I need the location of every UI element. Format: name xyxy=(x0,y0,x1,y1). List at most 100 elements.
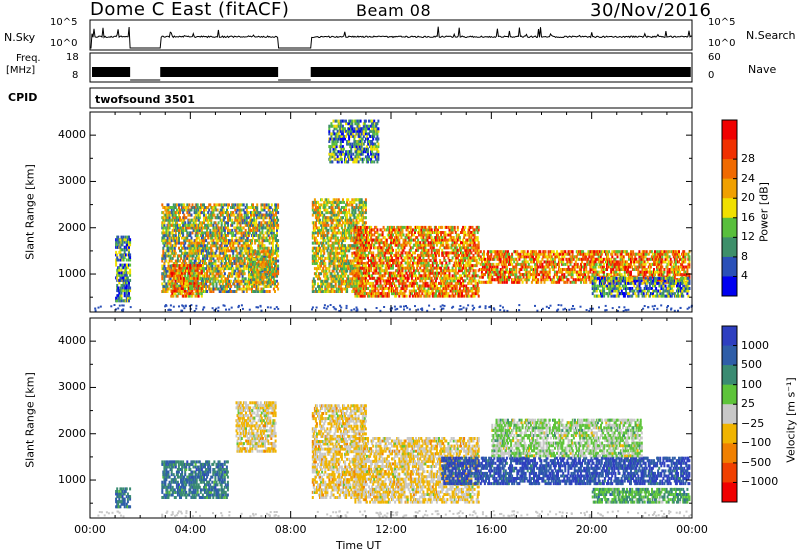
power-cell xyxy=(205,239,208,243)
power-cell xyxy=(311,208,314,212)
power-cell xyxy=(190,281,193,285)
power-cell xyxy=(384,251,387,255)
power-cell xyxy=(183,294,186,298)
power-cell xyxy=(174,239,177,243)
power-cell xyxy=(216,208,219,212)
power-cell xyxy=(236,272,239,276)
power-cell xyxy=(189,226,192,230)
power-cell xyxy=(220,277,223,281)
power-cell xyxy=(351,246,354,250)
power-cell xyxy=(237,259,240,263)
power-cell xyxy=(346,216,349,220)
power-cell xyxy=(197,236,200,240)
power-cell xyxy=(331,221,334,225)
power-cell xyxy=(271,275,273,279)
power-cell xyxy=(328,290,331,293)
power-cell xyxy=(335,290,338,293)
power-cell xyxy=(422,236,425,240)
power-cell xyxy=(212,223,215,227)
power-cell xyxy=(212,231,215,235)
power-cell xyxy=(222,264,225,268)
power-cell xyxy=(327,231,330,235)
power-cell xyxy=(181,284,184,288)
power-cell xyxy=(230,267,233,271)
power-cell xyxy=(255,255,258,259)
power-cell xyxy=(328,211,331,215)
power-cell xyxy=(213,234,216,237)
power-cell xyxy=(330,251,333,255)
power-cell xyxy=(270,223,273,227)
power-cell xyxy=(266,239,269,243)
power-cell xyxy=(252,275,255,279)
power-cell xyxy=(372,281,375,285)
power-cell xyxy=(179,281,182,285)
power-cell xyxy=(118,245,121,249)
power-cell xyxy=(327,223,330,227)
power-cell xyxy=(362,269,365,273)
power-cell xyxy=(167,279,170,283)
power-cell xyxy=(262,218,265,222)
power-cell xyxy=(365,225,368,229)
power-cell xyxy=(239,221,242,225)
power-cell xyxy=(425,248,428,252)
power-cell xyxy=(344,282,347,286)
power-cell xyxy=(223,244,226,248)
power-cell xyxy=(276,239,278,243)
power-cell xyxy=(189,264,192,268)
power-cell xyxy=(340,226,343,230)
power-cell xyxy=(248,280,250,284)
power-cell xyxy=(203,213,205,217)
power-cell xyxy=(198,251,201,255)
power-cell xyxy=(330,236,333,240)
power-cell xyxy=(344,254,347,258)
power-cell xyxy=(315,262,318,265)
power-cell xyxy=(315,218,318,222)
power-cell xyxy=(251,241,253,245)
power-cell xyxy=(188,287,191,290)
power-cell xyxy=(353,284,356,288)
power-cell xyxy=(174,206,177,209)
power-cell xyxy=(166,274,169,278)
power-cell xyxy=(183,269,186,273)
power-cell xyxy=(175,221,178,225)
power-cell xyxy=(181,266,184,270)
power-cell xyxy=(268,228,271,232)
power-cell xyxy=(202,246,204,250)
power-cell xyxy=(194,221,197,225)
power-cell xyxy=(165,287,168,291)
power-cell xyxy=(213,244,216,248)
power-cell xyxy=(325,241,328,245)
power-cell xyxy=(203,282,205,286)
power-cell xyxy=(116,276,119,280)
power-cell xyxy=(330,246,333,250)
power-cell xyxy=(126,266,129,270)
power-cell xyxy=(244,277,247,281)
power-cell xyxy=(244,239,247,243)
power-cell xyxy=(325,218,328,222)
power-cell xyxy=(185,290,188,293)
power-cell xyxy=(124,268,127,272)
power-cell xyxy=(171,231,174,235)
power-cell xyxy=(333,208,336,212)
power-cell xyxy=(240,282,243,286)
power-cell xyxy=(184,246,187,250)
power-cell xyxy=(121,258,124,262)
power-cell xyxy=(227,231,229,235)
power-cell xyxy=(346,213,349,217)
power-cell xyxy=(338,221,341,225)
power-cell xyxy=(248,221,251,225)
power-cell xyxy=(190,279,193,283)
power-cell xyxy=(266,290,269,293)
power-cell xyxy=(340,262,343,265)
power-cell xyxy=(334,246,337,250)
power-cell xyxy=(351,282,354,286)
power-cell xyxy=(267,231,270,235)
power-cell xyxy=(235,274,238,278)
power-cell xyxy=(329,264,332,268)
power-cell xyxy=(338,208,341,212)
power-cell xyxy=(244,246,247,250)
power-cell xyxy=(335,264,338,268)
power-cell xyxy=(267,264,270,268)
power-cell xyxy=(169,231,172,235)
power-cell xyxy=(241,277,244,281)
